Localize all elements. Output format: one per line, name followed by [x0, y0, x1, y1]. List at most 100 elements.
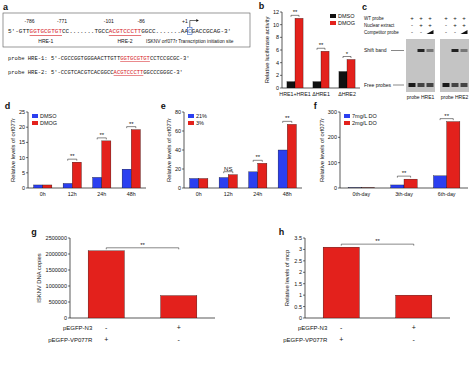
- probe-segment: ACGTCCCTT: [114, 69, 144, 76]
- element-label: HRE-2: [117, 38, 132, 44]
- row-symbol: -: [340, 324, 343, 331]
- free-probe-band: [461, 83, 468, 87]
- lane-symbol: +: [462, 15, 466, 21]
- probe-segment: 5'-CCGTCACGTCACGGCC: [51, 69, 114, 76]
- y-tick-label: 25: [19, 109, 25, 115]
- y-tick-label: 0: [178, 185, 181, 191]
- panel-letter: b: [259, 1, 265, 11]
- legend-label: DMOG: [338, 20, 355, 26]
- bars: [190, 124, 297, 188]
- significance-bracket: [224, 172, 233, 174]
- row-symbol: +: [177, 324, 181, 331]
- bar: [348, 187, 361, 188]
- sequence-segment: CC.......TGCC: [62, 28, 109, 35]
- bar: [339, 72, 347, 88]
- significance-label: NS: [224, 166, 232, 172]
- shift-band: [427, 49, 434, 52]
- legend-swatch: [188, 121, 194, 125]
- sequence-segment: GACCGCAG-3': [192, 28, 232, 35]
- figure: a5'-GTTGGTGCGTGTHRE-1-786-771CC.......TG…: [0, 0, 474, 366]
- legend-swatch: [32, 114, 38, 118]
- legend-swatch: [32, 121, 38, 125]
- panel-letter: f: [314, 101, 318, 111]
- y-axis-label: Relative levels of orf077r: [319, 118, 325, 182]
- probe-underline: [120, 61, 150, 62]
- x-tick-label: 6th-day: [438, 191, 456, 197]
- x-tick-label: ΔHRE1: [312, 91, 330, 97]
- legend-swatch: [188, 114, 194, 118]
- bar: [323, 247, 359, 318]
- x-tick-label: ΔHRE2: [338, 91, 356, 97]
- legend-label: DMSO: [338, 13, 355, 19]
- band-pointer: [393, 85, 404, 86]
- significance-bracket: [106, 248, 179, 250]
- y-axis-label: Relative levels of orf077r: [166, 118, 172, 182]
- bar: [258, 163, 267, 188]
- significance-bracket: [68, 159, 77, 161]
- x-tick-label: 0h: [40, 191, 46, 197]
- sequence-segment: GGTGCGTGT: [30, 28, 63, 35]
- x-tick-label: 48h: [127, 191, 136, 197]
- lane-symbol: +: [428, 15, 432, 21]
- significance-label: **: [285, 115, 290, 121]
- sequence-segment: ACGTCCCTT: [109, 28, 142, 35]
- free-probe-band: [443, 83, 450, 87]
- lane-symbol: -: [420, 29, 422, 35]
- bar: [287, 82, 295, 88]
- legend-label: 21%: [196, 113, 207, 119]
- probe-segment: GGTGCGTGT: [120, 55, 150, 62]
- significance-bracket: [127, 127, 136, 129]
- row-label: pEGFP-N3: [298, 325, 328, 331]
- x-tick-label: 3th-day: [395, 191, 413, 197]
- legend-label: 3%: [196, 120, 204, 126]
- chart: 00.511.522.533.5Relative levels of mcph*…: [279, 227, 450, 343]
- bar: [131, 130, 140, 188]
- site-label: ISKNV orf077r Transcription initiation s…: [146, 39, 234, 44]
- lane-symbol: -: [454, 29, 456, 35]
- y-tick-label: 100: [328, 160, 337, 166]
- bar: [391, 185, 404, 188]
- row-symbol: -: [178, 336, 181, 343]
- bar: [43, 185, 52, 188]
- shift-band: [452, 49, 459, 52]
- y-tick-label: 0: [22, 185, 25, 191]
- lane-symbol: +: [453, 15, 457, 21]
- legend-label: DMOG: [40, 120, 57, 126]
- bars: [323, 247, 432, 318]
- probe-underline: [114, 75, 144, 76]
- significance-bracket: [97, 138, 106, 140]
- y-tick-label: 15: [19, 139, 25, 145]
- gel-image: [440, 39, 469, 92]
- y-tick-label: 3: [299, 246, 302, 252]
- y-tick-label: 10: [19, 155, 25, 161]
- x-tick-label: 48h: [283, 191, 292, 197]
- bar: [404, 179, 417, 188]
- bar: [161, 296, 197, 318]
- y-tick-label: 2.5: [294, 258, 302, 264]
- y-axis: [282, 12, 283, 88]
- bar: [321, 51, 329, 88]
- legend-swatch: [344, 114, 350, 118]
- bar: [93, 177, 102, 188]
- shift-band: [418, 49, 425, 52]
- significance-bracket: [440, 119, 453, 121]
- y-tick-label: 8: [276, 34, 279, 40]
- x-tick-label: 12h: [224, 191, 233, 197]
- chart: 024681012Relative luciferase activitybHR…: [259, 1, 360, 97]
- x-tick-label: 24h: [97, 191, 106, 197]
- x-tick-label: 0h: [196, 191, 202, 197]
- bar: [295, 18, 303, 88]
- bar: [63, 183, 72, 188]
- y-tick-label: 2500000: [46, 235, 67, 241]
- element-underline: [109, 35, 141, 36]
- row-label: pEGFP-VP077R: [283, 337, 328, 343]
- bars: [88, 251, 197, 318]
- bar: [122, 169, 131, 188]
- lane-symbol: -: [445, 22, 447, 28]
- probe-label: probe HRE1: [407, 94, 435, 100]
- shift-band: [461, 49, 468, 52]
- bar: [34, 185, 43, 188]
- position-label: -101: [104, 18, 114, 24]
- legend-swatch: [330, 21, 336, 25]
- lane-symbol: +: [462, 22, 466, 28]
